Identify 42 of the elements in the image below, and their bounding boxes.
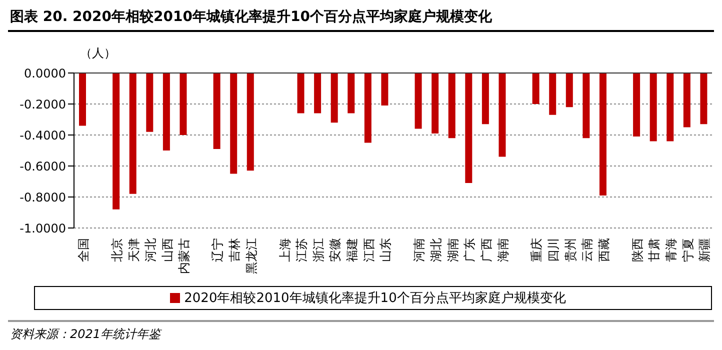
x-tick-label: 云南 (580, 238, 594, 262)
x-tick-label: 福建 (345, 238, 360, 262)
x-tick-label: 河南 (412, 238, 426, 262)
x-tick-label: 重庆 (530, 238, 544, 262)
x-tick-label: 江苏 (294, 238, 309, 262)
y-tick-label: -0.6000 (20, 159, 66, 174)
x-tick-label: 甘肃 (647, 238, 662, 262)
y-axis-title: （人） (80, 45, 116, 62)
x-tick-label: 山东 (378, 238, 393, 262)
x-tick-label: 安徽 (328, 238, 342, 262)
x-tick-label: 北京 (110, 238, 124, 262)
x-tick-label: 河北 (144, 238, 158, 262)
x-tick-label: 全国 (76, 238, 90, 262)
x-tick-label: 内蒙古 (177, 238, 192, 274)
x-tick-label: 海南 (496, 238, 510, 262)
x-tick-label: 陕西 (630, 238, 644, 262)
chart-title: 图表 20. 2020年相较2010年城镇化率提升10个百分点平均家庭户规模变化 (8, 8, 714, 32)
x-tick-label: 宁夏 (680, 238, 695, 262)
legend-label: 2020年相较2010年城镇化率提升10个百分点平均家庭户规模变化 (184, 291, 566, 306)
x-tick-label: 浙江 (311, 238, 326, 262)
y-tick-label: -0.4000 (20, 128, 66, 142)
x-tick-label: 辽宁 (210, 238, 225, 262)
x-tick-label: 江西 (362, 238, 376, 262)
y-tick-label: -0.2000 (20, 97, 66, 112)
x-tick-label: 青海 (664, 238, 678, 262)
x-tick-label: 上海 (278, 238, 292, 262)
x-tick-label: 山西 (160, 238, 174, 262)
x-tick-label: 广东 (462, 238, 477, 262)
x-tick-label: 西藏 (596, 238, 611, 262)
x-tick-label: 天津 (126, 238, 141, 262)
x-tick-label: 四川 (546, 238, 560, 262)
text: 资料来源：2021年统计年鉴 (8, 320, 714, 343)
x-tick-label: 吉林 (228, 238, 242, 262)
x-tick-label: 湖北 (428, 238, 443, 262)
x-tick-label: 黑龙江 (244, 238, 258, 274)
x-tick-label: 新疆 (698, 238, 712, 262)
y-tick-label: -1.0000 (20, 221, 66, 236)
y-tick-label: -0.8000 (20, 190, 66, 204)
x-tick-label: 湖南 (446, 238, 460, 262)
x-tick-label: 广西 (479, 238, 494, 262)
y-tick-label: 0.0000 (24, 66, 66, 80)
x-tick-label: 贵州 (563, 238, 578, 262)
